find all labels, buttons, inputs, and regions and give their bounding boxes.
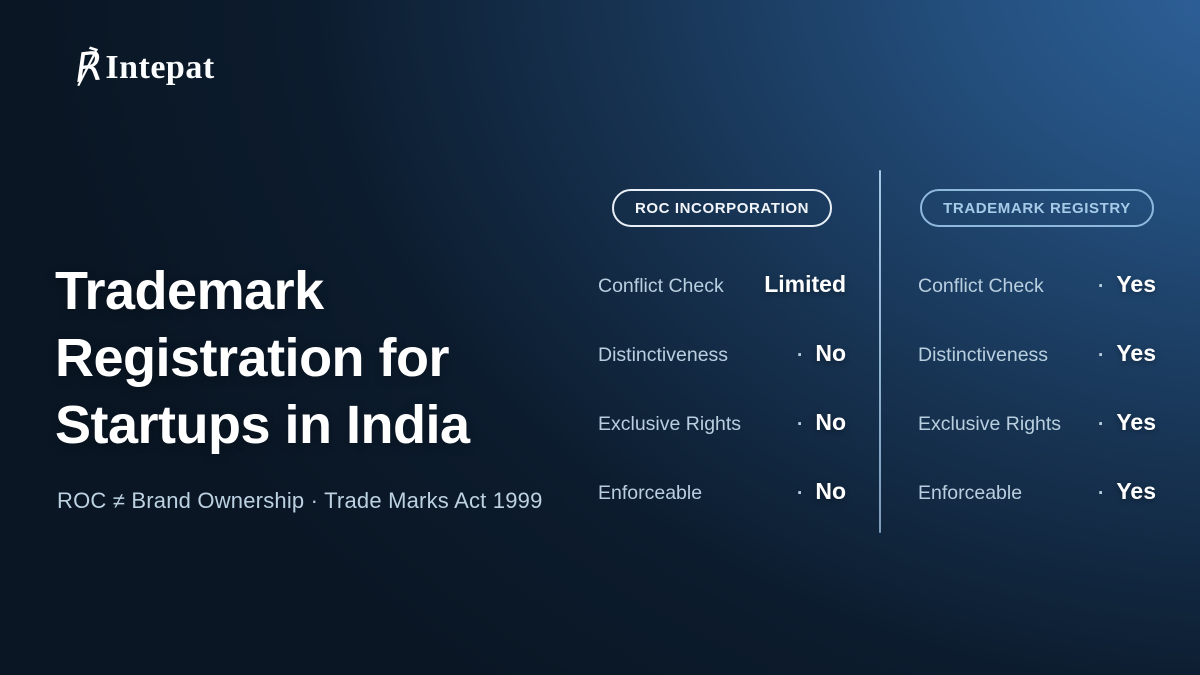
dot-separator: · <box>1098 345 1105 366</box>
dot-separator: · <box>797 483 804 504</box>
row-value: No <box>815 340 846 366</box>
roc-rows: Conflict Check Limited Distinctiveness ·… <box>598 271 846 505</box>
row-value-group: · No <box>797 409 846 436</box>
table-row: Exclusive Rights · No <box>598 409 846 436</box>
row-value-group: · No <box>797 340 846 367</box>
trademark-rows: Conflict Check · Yes Distinctiveness · Y… <box>918 271 1156 505</box>
row-label: Conflict Check <box>918 275 1044 297</box>
row-value: Yes <box>1116 340 1156 366</box>
intepat-logo: ℟ Intepat <box>69 43 215 93</box>
row-label: Exclusive Rights <box>598 413 742 435</box>
row-value: Limited <box>764 271 846 297</box>
row-value-group: · No <box>797 478 846 505</box>
dot-separator: · <box>1098 414 1105 435</box>
row-value: No <box>815 478 846 504</box>
table-row: Conflict Check Limited <box>598 271 846 298</box>
row-label: Distinctiveness <box>918 344 1049 366</box>
table-row: Exclusive Rights · Yes <box>918 409 1156 436</box>
row-value-group: · Yes <box>1098 409 1156 436</box>
row-value-group: · Yes <box>1098 478 1156 505</box>
table-row: Enforceable · Yes <box>918 478 1156 505</box>
table-row: Enforceable · No <box>598 478 846 505</box>
trademark-registry-column: TRADEMARK REGISTRY Conflict Check · Yes … <box>918 189 1156 505</box>
row-label: Conflict Check <box>598 275 724 297</box>
page-subtitle: ROC ≠ Brand Ownership · Trade Marks Act … <box>57 488 543 513</box>
row-value-group: · Yes <box>1098 340 1156 367</box>
table-row: Distinctiveness · Yes <box>918 340 1156 367</box>
row-value: Yes <box>1116 478 1156 504</box>
column-divider <box>879 170 881 533</box>
roc-incorporation-badge: ROC INCORPORATION <box>611 189 833 227</box>
dot-separator: · <box>1098 483 1105 504</box>
page-title-line-1: Trademark <box>55 261 324 321</box>
table-row: Distinctiveness · No <box>598 340 846 367</box>
dot-separator: · <box>797 345 804 366</box>
intepat-logo-text: Intepat <box>105 49 215 86</box>
trademark-registry-badge: TRADEMARK REGISTRY <box>920 189 1154 227</box>
row-value-group: Limited <box>752 271 846 298</box>
table-row: Conflict Check · Yes <box>918 271 1156 298</box>
page-title: Trademark Registration for Startups in I… <box>55 258 470 459</box>
row-value: Yes <box>1116 271 1156 297</box>
row-label: Distinctiveness <box>598 344 729 366</box>
row-label: Exclusive Rights <box>918 413 1062 435</box>
page-title-line-2: Registration for <box>55 327 450 388</box>
dot-separator: · <box>797 414 804 435</box>
row-value: No <box>815 409 846 435</box>
dot-separator: · <box>1098 276 1105 297</box>
row-value: Yes <box>1116 409 1156 435</box>
row-value-group: · Yes <box>1098 271 1156 298</box>
roc-incorporation-column: ROC INCORPORATION Conflict Check Limited… <box>598 189 846 505</box>
row-label: Enforceable <box>598 482 703 504</box>
intepat-r-swoosh-icon: ℟ <box>69 43 102 93</box>
row-label: Enforceable <box>918 482 1023 504</box>
page-title-line-3: Startups in India <box>55 394 470 455</box>
